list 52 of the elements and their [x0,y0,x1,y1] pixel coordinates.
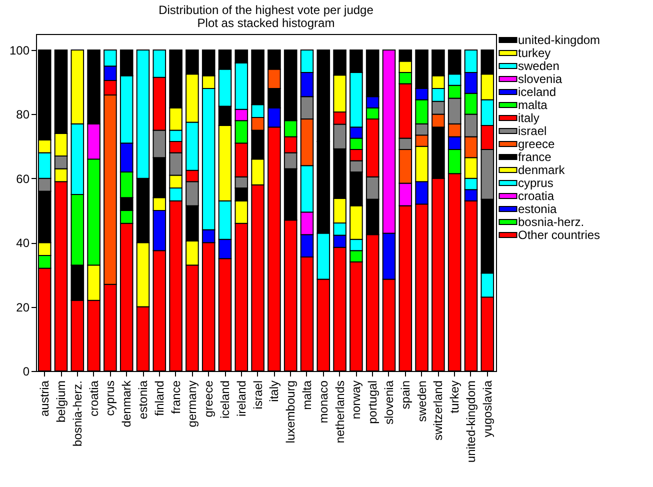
chart-title: Distribution of the highest vote per judge [158,3,374,17]
y-tick-label: 60 [16,172,30,186]
x-tick-label: israel [250,380,265,410]
legend-label: israel [518,124,547,138]
legend-label: greece [518,137,556,151]
legend-label: turkey [518,46,551,60]
x-tick-label: monaco [316,380,330,424]
legend-label: sweden [518,59,560,73]
legend-label: iceland [518,85,556,99]
x-tick-label: finland [152,380,166,416]
x-tick-label: croatia [86,380,101,417]
x-tick-label: iceland [218,380,232,419]
x-tick-label: belgium [54,380,68,423]
y-tick-label: 80 [16,108,30,122]
x-tick-label: bosnia-herz. [70,380,84,447]
x-tick-label: portugal [366,380,380,424]
x-tick-label: cyprus [103,380,118,416]
legend-label: italy [518,111,540,125]
legend-label: denmark [518,163,566,177]
legend-label: estonia [518,202,558,216]
x-tick-label: norway [349,380,364,420]
x-tick-label: netherlands [332,380,347,444]
legend-label: slovenia [518,72,562,86]
x-tick-label: turkey [448,380,462,414]
legend-label: malta [518,98,548,112]
x-tick-label: germany [185,380,200,428]
y-tick-label: 100 [9,44,30,58]
x-tick-label: slovenia [382,380,396,425]
x-tick-label: france [168,380,183,414]
legend-label: united-kingdom [518,33,600,47]
y-tick-label: 0 [22,364,30,378]
chart-subtitle: Plot as stacked histogram [197,16,335,30]
x-tick-label: switzerland [431,380,446,441]
x-tick-label: yugoslavia [480,380,494,438]
legend-label: cyprus [518,176,554,190]
x-tick-label: malta [300,380,314,410]
x-tick-label: denmark [120,380,134,428]
x-tick-label: sweden [414,380,429,422]
x-tick-label: austria [38,380,52,417]
x-tick-label: greece [202,380,216,418]
y-tick-label: 40 [16,236,30,250]
legend-label: bosnia-herz. [518,215,584,229]
legend-label: croatia [518,189,554,203]
y-tick-label: 20 [16,300,30,314]
x-tick-label: united-kingdom [464,380,478,463]
x-tick-label: estonia [136,380,150,420]
legend-label: Other countries [518,228,600,242]
x-tick-label: spain [398,380,412,410]
x-tick-label: ireland [234,380,248,417]
x-tick-label: italy [267,380,282,402]
x-tick-label: luxembourg [284,380,298,444]
legend-label: france [518,150,552,164]
